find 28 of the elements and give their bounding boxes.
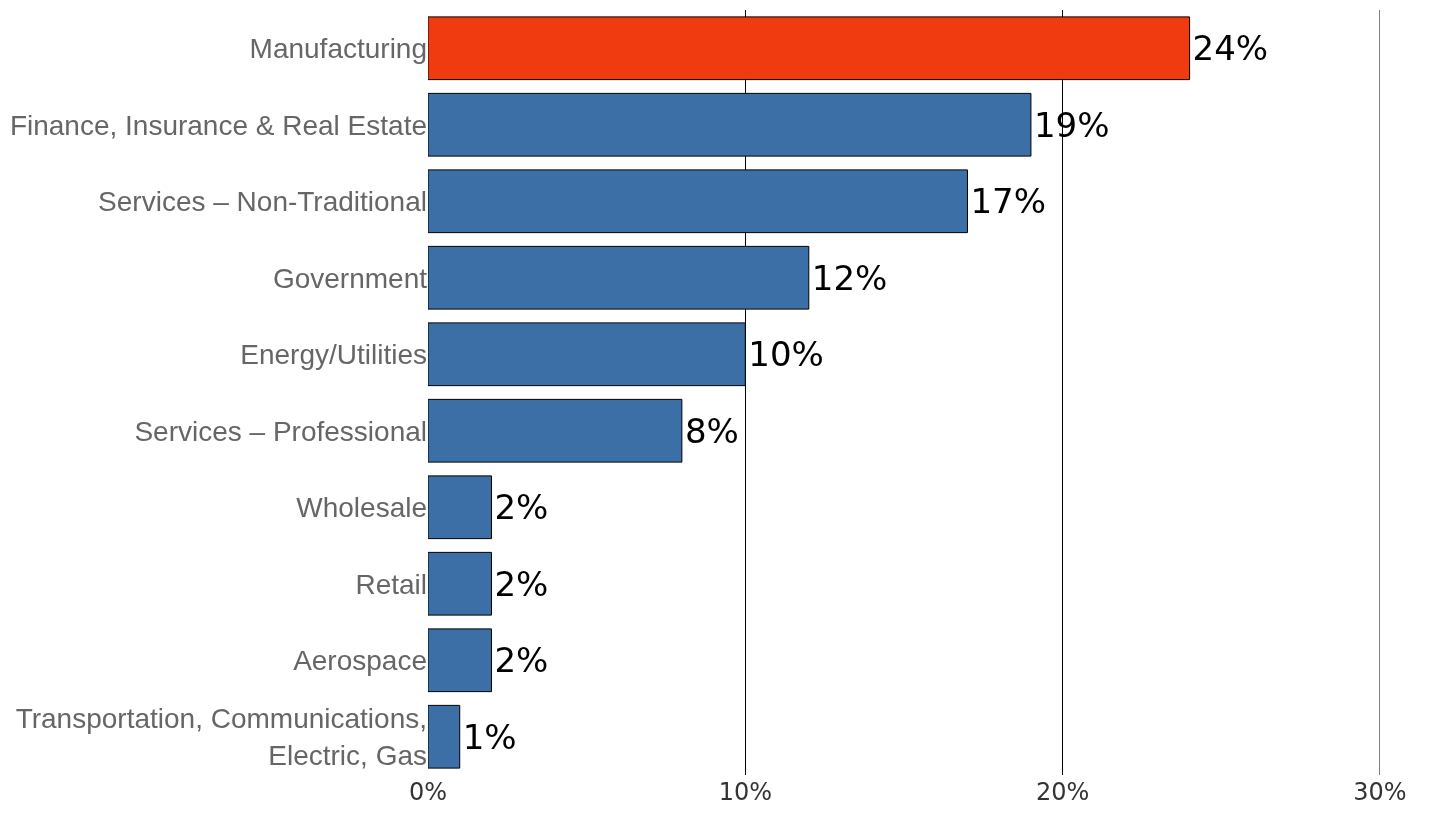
data-label: 24% [1192, 28, 1269, 69]
y-tick-label: Transportation, Communications, Electric, Gas [15, 703, 427, 771]
y-tick-label: Government [272, 262, 428, 294]
data-label: 2% [494, 563, 549, 604]
bar [428, 551, 492, 616]
bar [428, 628, 492, 693]
bar [428, 704, 461, 769]
data-label: 12% [811, 257, 888, 298]
y-tick-label: Finance, Insurance & Real Estate [9, 109, 427, 141]
y-tick-label: Wholesale [296, 492, 427, 524]
bar [428, 398, 683, 463]
data-label: 2% [494, 640, 549, 681]
x-tick-label: 0% [408, 778, 448, 806]
y-tick-label: Energy/Utilities [240, 339, 427, 371]
data-label: 1% [462, 716, 517, 757]
y-tick-label: Retail [355, 568, 427, 600]
data-label: 8% [684, 410, 739, 451]
data-label: 2% [494, 487, 549, 528]
y-tick-label: Aerospace [293, 645, 427, 677]
x-tick-label: 10% [718, 778, 772, 806]
y-tick-label: Services – Professional [134, 415, 427, 447]
y-tick-label: Manufacturing [249, 33, 427, 65]
y-tick-label: Services – Non-Traditional [98, 186, 427, 218]
x-tick-label: 30% [1353, 778, 1407, 806]
bar [428, 475, 492, 540]
data-label: 17% [970, 181, 1047, 222]
x-tick-label: 20% [1036, 778, 1090, 806]
data-label: 10% [748, 334, 824, 375]
